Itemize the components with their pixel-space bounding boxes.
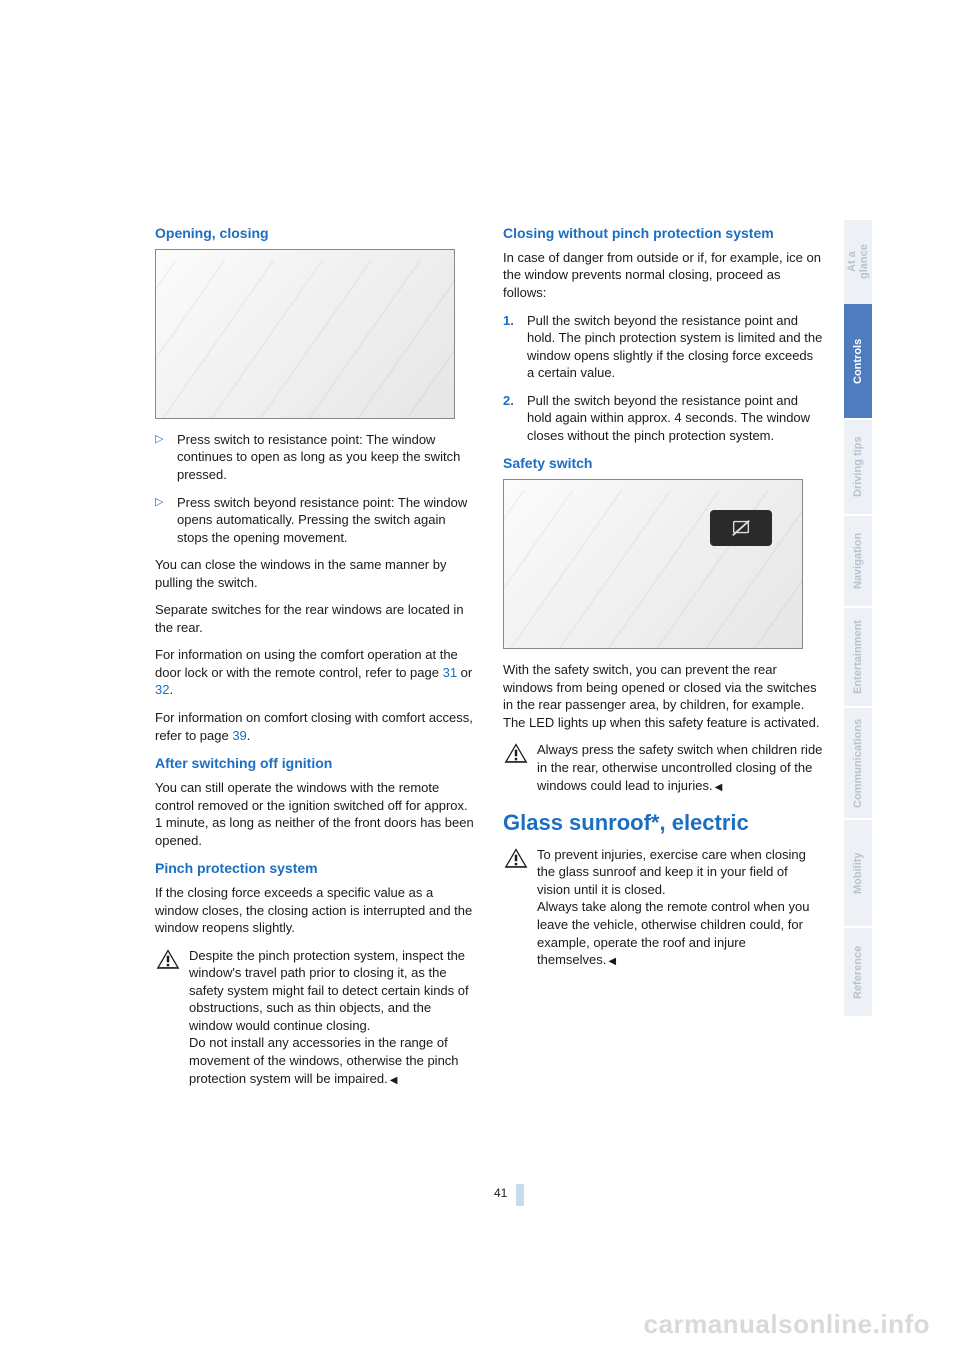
- side-tab[interactable]: Navigation: [844, 516, 872, 608]
- text: Do not install any accessories in the ra…: [189, 1035, 459, 1085]
- warning-icon: [503, 741, 529, 794]
- heading-pinch-protection: Pinch protection system: [155, 859, 475, 878]
- step-number: 1.: [503, 312, 519, 382]
- text: For information on comfort closing with …: [155, 710, 473, 743]
- paragraph: You can still operate the windows with t…: [155, 779, 475, 849]
- page-link[interactable]: 32: [155, 682, 169, 697]
- paragraph: In case of danger from outside or if, fo…: [503, 249, 823, 302]
- text: .: [247, 728, 251, 743]
- warning-icon: [155, 947, 181, 1087]
- warning-text: Always press the safety switch when chil…: [537, 741, 823, 794]
- figure-safety-switch: [503, 479, 803, 649]
- page-link[interactable]: 31: [443, 665, 457, 680]
- side-tab[interactable]: Reference: [844, 928, 872, 1018]
- paragraph: Separate switches for the rear windows a…: [155, 601, 475, 636]
- page-link[interactable]: 39: [232, 728, 246, 743]
- side-tab[interactable]: Mobility: [844, 820, 872, 928]
- side-tab[interactable]: Entertainment: [844, 608, 872, 708]
- text: Always take along the remote control whe…: [537, 899, 809, 967]
- list-item: 2. Pull the switch beyond the resistance…: [503, 392, 823, 445]
- left-column: Opening, closing ▷ Press switch to resis…: [155, 224, 475, 1097]
- text: For information on using the comfort ope…: [155, 647, 458, 680]
- bullet-list: ▷ Press switch to resistance point: The …: [155, 431, 475, 546]
- step-text: Pull the switch beyond the resistance po…: [527, 392, 823, 445]
- heading-closing-without-pinch: Closing without pinch protection system: [503, 224, 823, 243]
- paragraph: For information on comfort closing with …: [155, 709, 475, 744]
- warning-block: To prevent injuries, exercise care when …: [503, 846, 823, 969]
- side-tab[interactable]: At a glance: [844, 220, 872, 304]
- side-tab[interactable]: Driving tips: [844, 420, 872, 516]
- warning-text: To prevent injuries, exercise care when …: [537, 846, 823, 969]
- paragraph: If the closing force exceeds a specific …: [155, 884, 475, 937]
- paragraph: With the safety switch, you can prevent …: [503, 661, 823, 731]
- triangle-bullet-icon: ▷: [155, 494, 167, 547]
- page-number-bar: [516, 1184, 524, 1206]
- bullet-text: Press switch beyond resistance point: Th…: [177, 494, 475, 547]
- content-area: Opening, closing ▷ Press switch to resis…: [155, 224, 855, 1097]
- watermark: carmanualsonline.info: [644, 1309, 930, 1340]
- side-tab[interactable]: Controls: [844, 304, 872, 420]
- safety-switch-button-graphic: [710, 510, 772, 546]
- warning-block: Despite the pinch protection system, ins…: [155, 947, 475, 1087]
- heading-opening-closing: Opening, closing: [155, 224, 475, 243]
- warning-text: Despite the pinch protection system, ins…: [189, 947, 475, 1087]
- page-number: 41: [494, 1186, 507, 1200]
- warning-block: Always press the safety switch when chil…: [503, 741, 823, 794]
- text: Despite the pinch protection system, ins…: [189, 948, 469, 1033]
- ordered-list: 1. Pull the switch beyond the resistance…: [503, 312, 823, 445]
- heading-after-ignition: After switching off ignition: [155, 754, 475, 773]
- list-item: 1. Pull the switch beyond the resistance…: [503, 312, 823, 382]
- paragraph: You can close the windows in the same ma…: [155, 556, 475, 591]
- figure-shading: [155, 260, 455, 419]
- bullet-item: ▷ Press switch beyond resistance point: …: [155, 494, 475, 547]
- figure-window-switch: [155, 249, 455, 419]
- side-tab[interactable]: Communications: [844, 708, 872, 820]
- step-text: Pull the switch beyond the resistance po…: [527, 312, 823, 382]
- side-tabs: At a glanceControlsDriving tipsNavigatio…: [844, 220, 872, 1018]
- heading-glass-sunroof: Glass sunroof*, electric: [503, 808, 823, 838]
- text: .: [169, 682, 173, 697]
- right-column: Closing without pinch protection system …: [503, 224, 823, 1097]
- triangle-bullet-icon: ▷: [155, 431, 167, 484]
- heading-safety-switch: Safety switch: [503, 454, 823, 473]
- warning-icon: [503, 846, 529, 969]
- bullet-item: ▷ Press switch to resistance point: The …: [155, 431, 475, 484]
- bullet-text: Press switch to resistance point: The wi…: [177, 431, 475, 484]
- text: or: [457, 665, 472, 680]
- text: To prevent injuries, exercise care when …: [537, 847, 806, 897]
- paragraph: For information on using the comfort ope…: [155, 646, 475, 699]
- step-number: 2.: [503, 392, 519, 445]
- manual-page: Opening, closing ▷ Press switch to resis…: [0, 0, 960, 1358]
